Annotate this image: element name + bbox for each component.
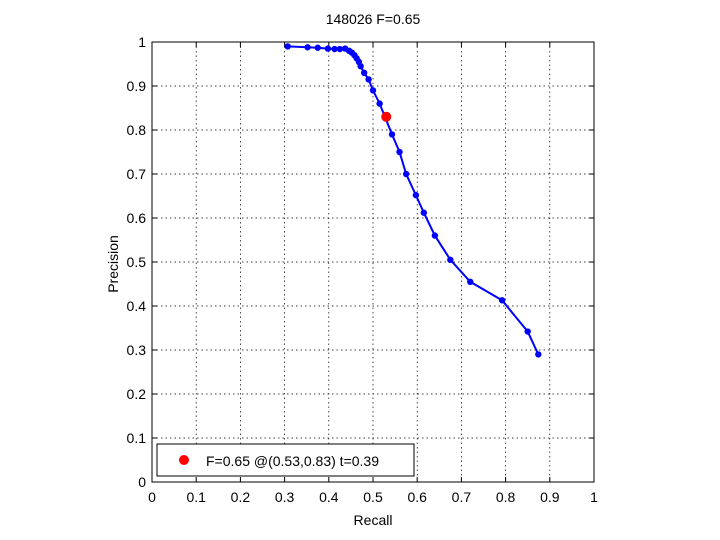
data-point (284, 43, 291, 50)
x-tick-label: 0 (148, 489, 156, 505)
y-tick-label: 0.4 (127, 298, 147, 314)
y-tick-label: 0.5 (127, 254, 147, 270)
x-tick-label: 0.1 (186, 489, 206, 505)
legend: F=0.65 @(0.53,0.83) t=0.39 (156, 443, 415, 477)
x-tick-label: 0.6 (407, 489, 427, 505)
y-tick-label: 0.7 (127, 166, 147, 182)
x-tick-label: 0.5 (363, 489, 383, 505)
data-point (304, 44, 311, 51)
data-point (357, 62, 364, 70)
best-f-point (381, 111, 392, 122)
data-point (402, 170, 410, 178)
y-tick-label: 0.6 (127, 210, 147, 226)
data-point (447, 256, 454, 263)
data-point (535, 351, 542, 358)
series-layer (284, 43, 542, 358)
x-tick-label: 1 (590, 489, 598, 505)
data-point (331, 45, 338, 53)
x-tick-label: 0.4 (319, 489, 339, 505)
data-point (498, 297, 506, 304)
data-point (396, 148, 403, 156)
data-point (314, 44, 321, 51)
data-point (420, 209, 428, 216)
data-point (336, 45, 344, 53)
y-tick-label: 0.8 (127, 122, 147, 138)
y-tick-label: 0.1 (127, 430, 147, 446)
x-tick-label: 0.3 (275, 489, 295, 505)
axis-ticks: 0 0.1 0.2 0.3 0.4 0.5 0.6 0.7 0.8 0.9 1 0 0.1 0.2 0.3 0… (127, 34, 599, 505)
grid (152, 42, 594, 482)
data-point (431, 232, 439, 239)
legend-marker (179, 455, 189, 465)
data-point (467, 278, 474, 285)
data-point (376, 100, 383, 107)
data-point (388, 131, 396, 138)
data-point (324, 45, 332, 52)
y-tick-label: 0.2 (127, 386, 147, 402)
data-point (369, 87, 377, 94)
x-tick-label: 0.8 (496, 489, 516, 505)
y-tick-label: 1 (138, 34, 146, 50)
x-tick-label: 0.9 (540, 489, 560, 505)
x-tick-label: 0.2 (231, 489, 251, 505)
data-point (524, 328, 531, 335)
x-tick-label: 0.7 (452, 489, 472, 505)
x-axis-label: Recall (354, 512, 393, 528)
data-point (365, 76, 372, 83)
y-axis-label: Precision (105, 235, 121, 293)
y-tick-label: 0 (138, 474, 146, 490)
legend-box (156, 443, 415, 477)
highlight-layer (381, 111, 392, 122)
data-point (412, 191, 420, 199)
y-tick-label: 0.3 (127, 342, 147, 358)
legend-label: F=0.65 @(0.53,0.83) t=0.39 (206, 453, 379, 469)
y-tick-label: 0.9 (127, 78, 147, 94)
data-point (360, 69, 368, 77)
chart-title: 148026 F=0.65 (326, 11, 421, 27)
